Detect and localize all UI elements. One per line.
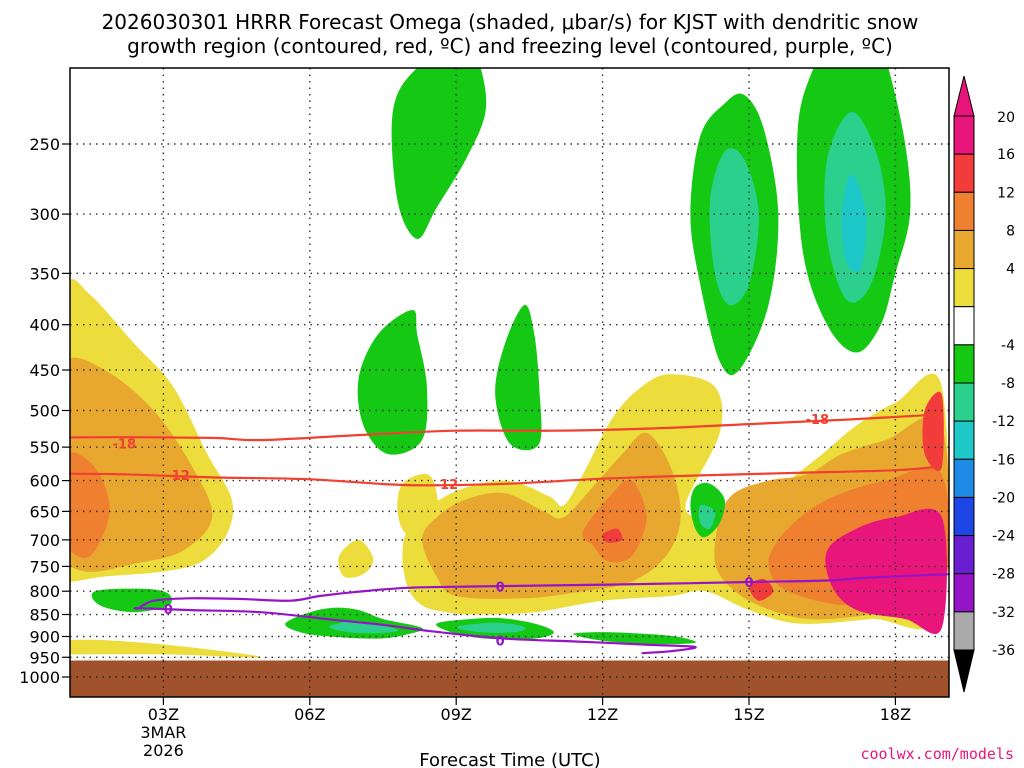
- omega-region-8: [582, 479, 647, 563]
- x-tick-label-06Z: 06Z: [294, 705, 325, 724]
- colorbar-label-3: 8: [1006, 223, 1015, 239]
- freezing-level-label-3: 0: [496, 635, 505, 650]
- y-tick-label-650: 650: [29, 502, 60, 521]
- colorbar: 20 16 12 8 4 -4 -8 -12 -16 -20 -24 -28 -32 -36: [953, 75, 1015, 693]
- omega-region-0: [70, 639, 262, 658]
- chart-title-line-1: 2026030301 HRRR Forecast Omega (shaded, …: [102, 10, 919, 34]
- x-tick-label-03Z: 03Z: [148, 705, 179, 724]
- colorbar-top-arrow: [953, 75, 975, 117]
- colorbar-bin--4-to-4: [953, 306, 975, 346]
- omega-region-15: [391, 68, 487, 239]
- colorbar-bin--24-to--20: [953, 496, 975, 537]
- colorbar-bin--28-to--24: [953, 535, 975, 575]
- colorbar-bin-8-to-12: [953, 229, 975, 270]
- freezing-level-label-1: 0: [496, 580, 505, 595]
- omega-shading: [70, 68, 949, 658]
- temperature-contours: -18 -18 -12 -12 0 0 0 0: [70, 413, 949, 655]
- x-tick-label-15Z: 15Z: [733, 705, 764, 724]
- colorbar-label-1: 16: [997, 147, 1015, 163]
- plot-area: -18 -18 -12 -12 0 0 0 0: [69, 67, 950, 698]
- colorbar-bin-20-to-24: [953, 115, 975, 155]
- y-tick-label-600: 600: [29, 472, 60, 491]
- x-tick-label-18Z: 18Z: [880, 705, 911, 724]
- x-tick-label-12Z: 12Z: [587, 705, 618, 724]
- dgz-minus-12-label-1: -12: [435, 478, 459, 493]
- grid-lines: [70, 68, 949, 697]
- colorbar-bin--32-to--28: [953, 573, 975, 613]
- omega-region-3: [70, 452, 110, 558]
- y-tick-label-300: 300: [29, 205, 60, 224]
- colorbar-label-11: -28: [992, 567, 1015, 583]
- dgz-minus-18-line: [70, 413, 942, 442]
- colorbar-bottom-arrow: [953, 649, 975, 693]
- omega-region-22: [841, 173, 867, 272]
- colorbar-label-7: -12: [992, 414, 1015, 430]
- omega-region-13: [748, 578, 774, 601]
- omega-region-24: [698, 504, 716, 530]
- omega-region-29: [455, 622, 526, 633]
- dgz-minus-18-label-0: -18: [113, 438, 137, 453]
- y-tick-label-850: 850: [29, 606, 60, 625]
- y-tick-label-400: 400: [29, 316, 60, 335]
- y-tick-label-800: 800: [29, 582, 60, 601]
- colorbar-bin-16-to-20: [953, 153, 975, 193]
- colorbar-label-4: 4: [1006, 262, 1015, 278]
- x-tick-label-09Z: 09Z: [441, 705, 472, 724]
- freezing-level-label-2: 0: [744, 576, 753, 591]
- omega-region-25: [91, 588, 172, 613]
- y-tick-label-750: 750: [29, 557, 60, 576]
- omega-region-27: [329, 620, 398, 634]
- x-tick-sublabel-0: 3MAR: [140, 723, 186, 742]
- colorbar-label-0: 20: [997, 110, 1015, 126]
- y-tick-label-700: 700: [29, 531, 60, 550]
- y-tick-label-950: 950: [29, 648, 60, 667]
- x-tick-sublabel-1: 2026: [143, 741, 184, 760]
- colorbar-bin--16-to--12: [953, 420, 975, 460]
- colorbar-bin-12-to-16: [953, 191, 975, 231]
- y-tick-label-900: 900: [29, 627, 60, 646]
- omega-region-12: [825, 508, 947, 635]
- credit-text: coolwx.com/models: [860, 745, 1014, 763]
- colorbar-label-8: -16: [992, 452, 1015, 468]
- omega-region-17: [495, 304, 542, 451]
- chart-title-line-2: growth region (contoured, red, ºC) and f…: [127, 34, 893, 58]
- omega-region-30: [573, 632, 697, 645]
- colorbar-bin--8-to--4: [953, 344, 975, 384]
- colorbar-label-13: -36: [992, 643, 1015, 659]
- colorbar-label-5: -4: [1001, 338, 1015, 354]
- omega-region-19: [709, 148, 759, 306]
- colorbar-label-6: -8: [1001, 376, 1015, 392]
- freezing-level-label-0: 0: [164, 603, 173, 618]
- y-tick-label-350: 350: [29, 264, 60, 283]
- dgz-minus-12-label-0: -12: [166, 469, 190, 484]
- omega-region-16: [357, 310, 428, 455]
- dgz-minus-12-line: [70, 465, 942, 487]
- dgz-minus-18-label-1: -18: [806, 413, 830, 428]
- omega-region-4: [338, 539, 374, 578]
- y-tick-label-550: 550: [29, 438, 60, 457]
- colorbar-bin-4-to-8: [953, 268, 975, 308]
- y-axis: 250 300 350 400 450 500 550 600 650 700 750 800 850 9…: [19, 135, 70, 687]
- colorbar-bin--20-to--16: [953, 458, 975, 498]
- y-tick-label-1000: 1000: [19, 668, 60, 687]
- colorbar-bin--36-to--32: [953, 611, 975, 651]
- colorbar-label-12: -32: [992, 605, 1015, 621]
- plot-frame: [69, 67, 950, 698]
- ground-below-surface: [70, 660, 949, 697]
- colorbar-label-9: -20: [992, 490, 1015, 506]
- freezing-level-line: [133, 573, 949, 655]
- omega-region-14: [922, 391, 944, 471]
- y-tick-label-450: 450: [29, 361, 60, 380]
- colorbar-label-2: 12: [997, 185, 1015, 201]
- y-tick-label-500: 500: [29, 402, 60, 421]
- y-tick-label-250: 250: [29, 135, 60, 154]
- x-axis-title: Forecast Time (UTC): [419, 750, 600, 768]
- colorbar-label-10: -24: [992, 529, 1015, 545]
- colorbar-bin--12-to--8: [953, 382, 975, 422]
